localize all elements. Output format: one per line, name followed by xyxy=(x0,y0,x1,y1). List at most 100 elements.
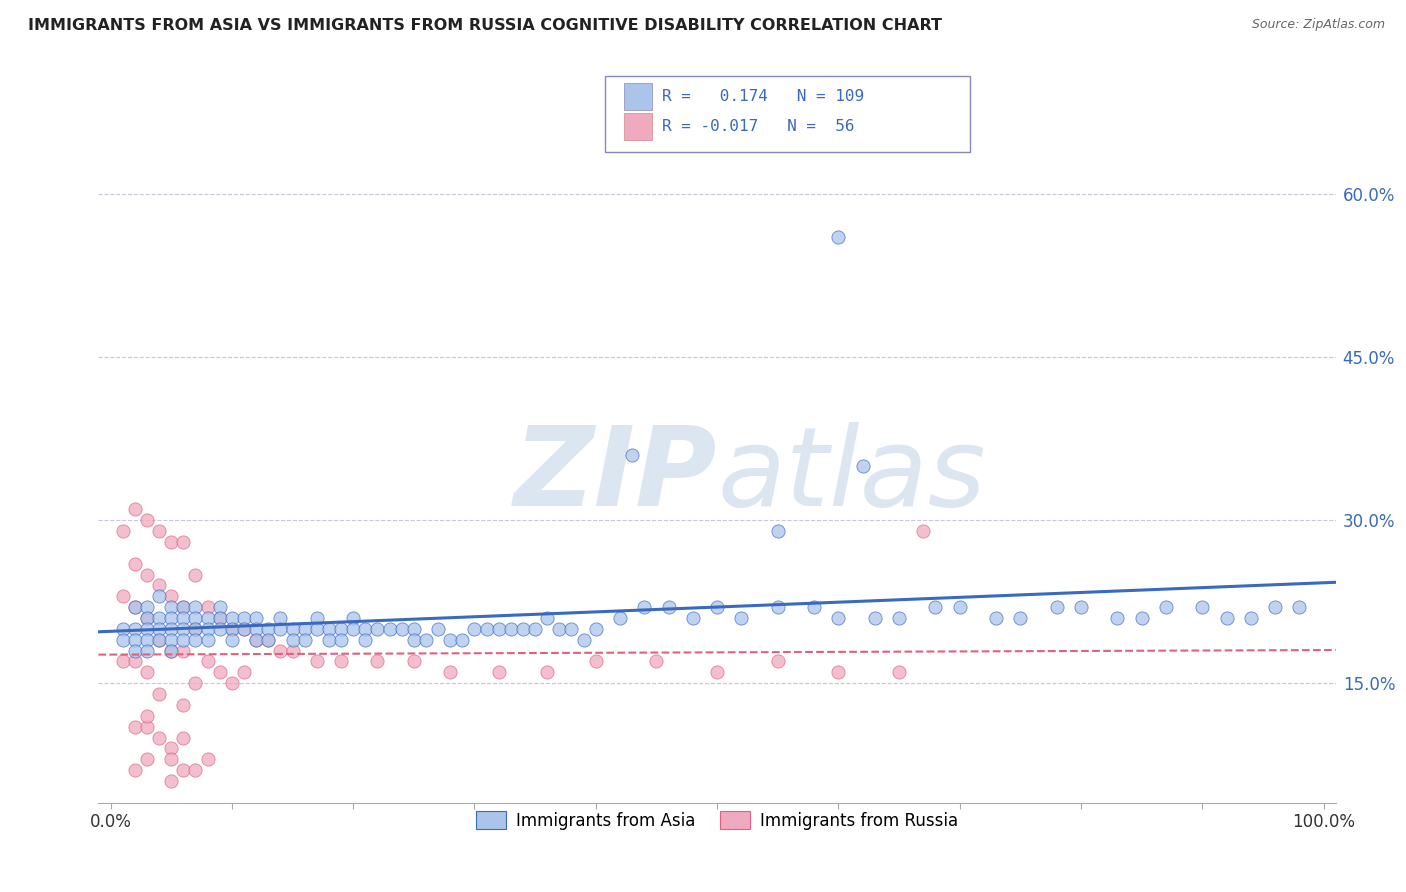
Point xyxy=(172,731,194,745)
Text: atlas: atlas xyxy=(717,422,986,529)
Point xyxy=(148,632,170,647)
Point xyxy=(197,611,219,625)
Point xyxy=(184,676,207,690)
Point xyxy=(257,632,280,647)
Point xyxy=(208,611,231,625)
Point xyxy=(803,600,825,615)
Point xyxy=(111,524,134,538)
Point xyxy=(269,643,291,657)
Point xyxy=(221,676,243,690)
Point xyxy=(124,622,146,636)
Point xyxy=(863,611,886,625)
Point xyxy=(184,622,207,636)
Point xyxy=(136,665,159,680)
Point xyxy=(852,458,875,473)
Point xyxy=(184,632,207,647)
Point xyxy=(124,600,146,615)
Point xyxy=(221,632,243,647)
Point xyxy=(1154,600,1177,615)
Point xyxy=(160,643,183,657)
Text: IMMIGRANTS FROM ASIA VS IMMIGRANTS FROM RUSSIA COGNITIVE DISABILITY CORRELATION : IMMIGRANTS FROM ASIA VS IMMIGRANTS FROM … xyxy=(28,18,942,33)
Point xyxy=(572,632,595,647)
Point xyxy=(415,632,437,647)
Point xyxy=(124,600,146,615)
Point xyxy=(827,230,849,244)
Point xyxy=(160,643,183,657)
Point xyxy=(245,611,267,625)
Point xyxy=(111,655,134,669)
Point xyxy=(197,632,219,647)
Point xyxy=(136,600,159,615)
Point xyxy=(730,611,752,625)
Point xyxy=(124,720,146,734)
Point xyxy=(221,622,243,636)
Point xyxy=(766,524,789,538)
Text: Source: ZipAtlas.com: Source: ZipAtlas.com xyxy=(1251,18,1385,31)
Point xyxy=(148,622,170,636)
Point xyxy=(366,622,388,636)
Point xyxy=(330,655,353,669)
Point xyxy=(402,632,425,647)
Point xyxy=(172,611,194,625)
Point xyxy=(172,622,194,636)
Point xyxy=(172,698,194,712)
Point xyxy=(402,622,425,636)
Point xyxy=(148,687,170,701)
Point xyxy=(706,600,728,615)
Point xyxy=(197,622,219,636)
Point xyxy=(912,524,935,538)
Legend: Immigrants from Asia, Immigrants from Russia: Immigrants from Asia, Immigrants from Ru… xyxy=(470,805,965,836)
Point xyxy=(221,611,243,625)
Point xyxy=(1010,611,1032,625)
Text: R =   0.174   N = 109: R = 0.174 N = 109 xyxy=(662,89,865,103)
Point xyxy=(148,632,170,647)
Point xyxy=(294,632,316,647)
Point xyxy=(208,600,231,615)
Point xyxy=(305,622,328,636)
Point xyxy=(111,589,134,603)
Point xyxy=(136,622,159,636)
Point xyxy=(124,557,146,571)
Point xyxy=(221,622,243,636)
Point xyxy=(124,655,146,669)
Point xyxy=(148,589,170,603)
Point xyxy=(281,632,304,647)
Point xyxy=(281,643,304,657)
Point xyxy=(160,632,183,647)
Point xyxy=(305,611,328,625)
Point xyxy=(136,720,159,734)
Point xyxy=(257,622,280,636)
Point xyxy=(148,524,170,538)
Point xyxy=(136,708,159,723)
Point xyxy=(1288,600,1310,615)
Point xyxy=(197,752,219,766)
Point xyxy=(233,611,256,625)
Point xyxy=(148,578,170,592)
Point xyxy=(1215,611,1237,625)
Point xyxy=(257,632,280,647)
Point xyxy=(184,567,207,582)
Point xyxy=(887,611,910,625)
Point xyxy=(184,763,207,777)
Point xyxy=(269,622,291,636)
Point xyxy=(318,632,340,647)
Point xyxy=(148,611,170,625)
Point xyxy=(197,655,219,669)
Point xyxy=(439,665,461,680)
Point xyxy=(160,774,183,789)
Point xyxy=(499,622,522,636)
Point xyxy=(706,665,728,680)
Point xyxy=(305,655,328,669)
Point xyxy=(124,502,146,516)
Point xyxy=(924,600,946,615)
Point xyxy=(524,622,547,636)
Point xyxy=(621,448,644,462)
Point xyxy=(984,611,1007,625)
Point xyxy=(1107,611,1129,625)
Point xyxy=(463,622,485,636)
Point xyxy=(548,622,571,636)
Point xyxy=(585,622,607,636)
Point xyxy=(949,600,972,615)
Point xyxy=(1191,600,1213,615)
Point xyxy=(124,632,146,647)
